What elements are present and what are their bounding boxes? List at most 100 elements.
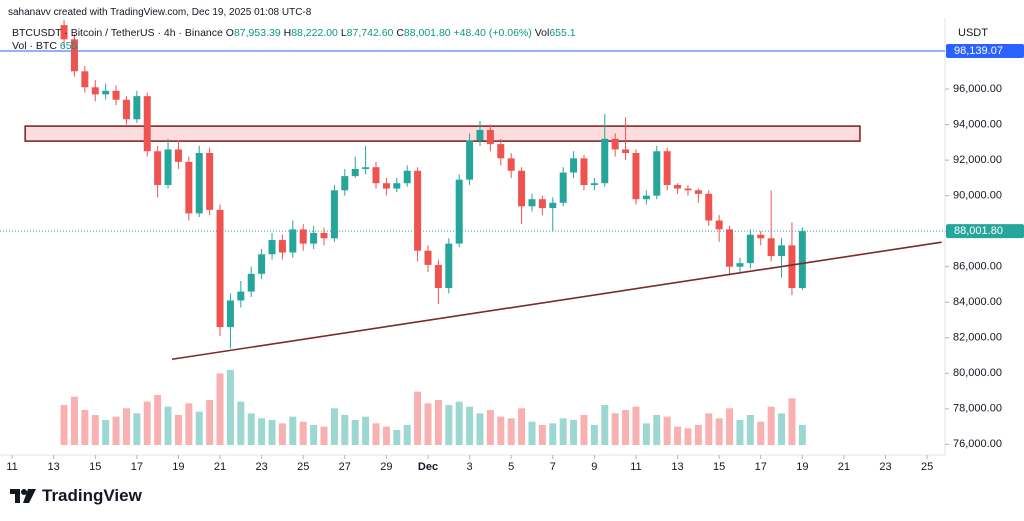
volume-bar (497, 416, 505, 445)
candle-body (351, 168, 359, 177)
ohlc-value: 88,001.80 (403, 27, 451, 39)
x-tick-label: 19 (796, 461, 808, 473)
ohlc-value: 88,222.00 (291, 27, 338, 39)
legend-row: BTCUSDT · Bitcoin / TetherUS · 4h · Bina… (12, 27, 576, 39)
x-tick-label: 29 (380, 461, 392, 473)
volume-bar (466, 406, 474, 445)
x-tick-label: 21 (214, 461, 226, 473)
candle-body (622, 149, 630, 154)
x-tick-label: 15 (89, 461, 101, 473)
candle-body (310, 232, 318, 244)
volume-bar (559, 418, 567, 445)
volume-bar (237, 401, 245, 445)
ohlc-label: C (396, 27, 404, 39)
candle-body (466, 140, 474, 180)
x-tick-label: 15 (713, 461, 725, 473)
volume-bar (70, 396, 78, 445)
symbol: BTCUSDT · Bitcoin / TetherUS · 4h · Bina… (12, 27, 223, 39)
x-tick-label: 17 (131, 461, 143, 473)
resistance-zone (24, 125, 861, 142)
candle-body (60, 25, 68, 40)
volume-bar (538, 425, 546, 445)
volume-bar (507, 418, 515, 445)
candle-body (382, 183, 390, 189)
candle-body (653, 151, 661, 196)
volume-bar (154, 395, 162, 445)
candle-body (372, 167, 380, 184)
volume-bar (549, 423, 557, 445)
volume-bar (528, 421, 536, 445)
candle-body (258, 254, 266, 274)
volume-bar (414, 391, 422, 445)
volume-bar (258, 418, 266, 445)
candle-body (726, 229, 734, 267)
volume-row: Vol · BTC 655 (12, 40, 77, 52)
volume-bar (726, 408, 734, 445)
volume-bar (341, 415, 349, 445)
volume-bar (226, 370, 234, 445)
x-tick-label: 21 (838, 461, 850, 473)
volume-bar (674, 426, 682, 445)
volume-bar (91, 415, 99, 445)
volume-bar (81, 410, 89, 445)
volume-bar (122, 408, 130, 445)
candle-body (538, 199, 546, 209)
ohlc-label: L (340, 27, 347, 39)
candle-body (559, 172, 567, 203)
volume-bar (112, 416, 120, 445)
volume-bar (476, 413, 484, 445)
volume-bar (486, 410, 494, 445)
volume-bar (705, 413, 713, 445)
y-tick-label: 80,000.00 (953, 367, 1002, 379)
candle-body (507, 158, 515, 171)
candle-body (455, 179, 463, 244)
candle-body (767, 238, 775, 257)
candle-body (424, 250, 432, 265)
y-tick-label: 90,000.00 (953, 190, 1002, 202)
candle-body (216, 209, 224, 328)
y-tick-label: 78,000.00 (953, 403, 1002, 415)
volume-value: 655 (59, 40, 78, 52)
candle-body (403, 170, 411, 184)
y-tick-label: 82,000.00 (953, 332, 1002, 344)
candle-body (674, 184, 682, 189)
candle-body (206, 153, 214, 210)
volume-bar (299, 421, 307, 445)
candle-body (497, 144, 505, 159)
volume-bar (434, 400, 442, 445)
volume-bar (362, 416, 370, 445)
candle-body (580, 158, 588, 185)
candle-body (601, 138, 609, 184)
volume-bar (653, 415, 661, 445)
candle-body (226, 300, 234, 328)
candle-body (122, 99, 130, 120)
candle-body (154, 151, 162, 185)
volume-bar (642, 423, 650, 445)
volume-bar (736, 420, 744, 445)
candle-body (91, 87, 99, 95)
x-tick-label: 5 (508, 461, 514, 473)
volume-bar (424, 403, 432, 445)
candle-body (174, 149, 182, 162)
volume-bar (518, 408, 526, 445)
candle-body (694, 190, 702, 194)
volume-bar (622, 410, 630, 445)
volume-bar (757, 421, 765, 445)
volume-bar (60, 405, 68, 445)
candle-body (518, 170, 526, 207)
candle-body (320, 232, 328, 239)
candle-body (642, 195, 650, 200)
candle-body (289, 229, 297, 253)
volume-bar (445, 405, 453, 445)
volume-bar (164, 406, 172, 445)
candle-body (476, 129, 484, 141)
y-tick-label: 92,000.00 (953, 154, 1002, 166)
volume-bar (403, 425, 411, 445)
volume-bar (601, 405, 609, 445)
x-tick-label: 25 (297, 461, 309, 473)
candle-body (164, 149, 172, 185)
candle-body (705, 193, 713, 221)
candle-body (684, 188, 692, 191)
trendline (171, 241, 942, 361)
